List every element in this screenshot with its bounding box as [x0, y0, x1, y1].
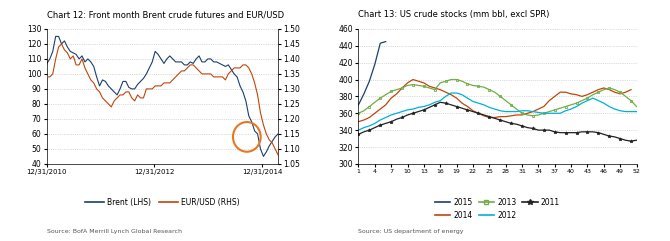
Legend: 2015, 2014, 2013, 2012, 2011: 2015, 2014, 2013, 2012, 2011	[432, 195, 563, 223]
Line: 2015: 2015	[358, 41, 386, 105]
2011	[377, 124, 385, 127]
2012	[529, 110, 537, 113]
2011	[490, 117, 498, 120]
Line: 2013: 2013	[357, 78, 638, 117]
2013	[529, 114, 537, 117]
2014	[354, 120, 362, 123]
2014	[556, 91, 564, 94]
2012	[377, 119, 385, 121]
2013	[490, 91, 498, 94]
Line: 2014: 2014	[358, 80, 631, 122]
2012	[458, 93, 466, 96]
Text: Chart 12: Front month Brent crude futures and EUR/USD: Chart 12: Front month Brent crude future…	[47, 10, 284, 19]
2013	[535, 114, 543, 116]
2011	[540, 129, 548, 132]
2014	[622, 91, 630, 94]
2015	[365, 80, 373, 83]
2015	[377, 42, 385, 45]
Legend: Brent (LHS), EUR/USD (RHS): Brent (LHS), EUR/USD (RHS)	[82, 195, 243, 210]
2015	[371, 63, 379, 66]
2015	[382, 40, 390, 43]
Line: 2011: 2011	[356, 100, 639, 143]
2013	[507, 103, 515, 106]
2015	[360, 92, 368, 95]
2013	[377, 97, 385, 100]
2011	[529, 127, 537, 130]
2012	[616, 109, 624, 112]
2012	[632, 110, 641, 113]
Text: Source: US department of energy: Source: US department of energy	[358, 229, 464, 234]
2015	[354, 103, 362, 106]
2013	[545, 110, 553, 113]
2011	[436, 101, 444, 104]
2012	[354, 129, 362, 132]
2013	[458, 80, 466, 83]
2012	[540, 112, 548, 115]
2011	[632, 139, 641, 142]
2014	[447, 93, 455, 96]
2013	[354, 112, 362, 115]
2014	[420, 81, 428, 84]
2011	[354, 133, 362, 136]
Text: Chart 13: US crude stocks (mm bbl, excl SPR): Chart 13: US crude stocks (mm bbl, excl …	[358, 10, 550, 19]
2012	[490, 107, 498, 110]
Text: Source: BofA Merrill Lynch Global Research: Source: BofA Merrill Lynch Global Resear…	[47, 229, 182, 234]
2012	[447, 92, 455, 94]
2011	[507, 122, 515, 125]
2013	[447, 78, 455, 81]
2011	[627, 140, 635, 143]
2014	[409, 78, 417, 81]
2011	[458, 107, 466, 110]
2014	[627, 88, 635, 91]
2013	[632, 105, 641, 108]
2014	[442, 91, 450, 94]
2014	[540, 105, 548, 108]
Line: 2012: 2012	[358, 93, 636, 130]
